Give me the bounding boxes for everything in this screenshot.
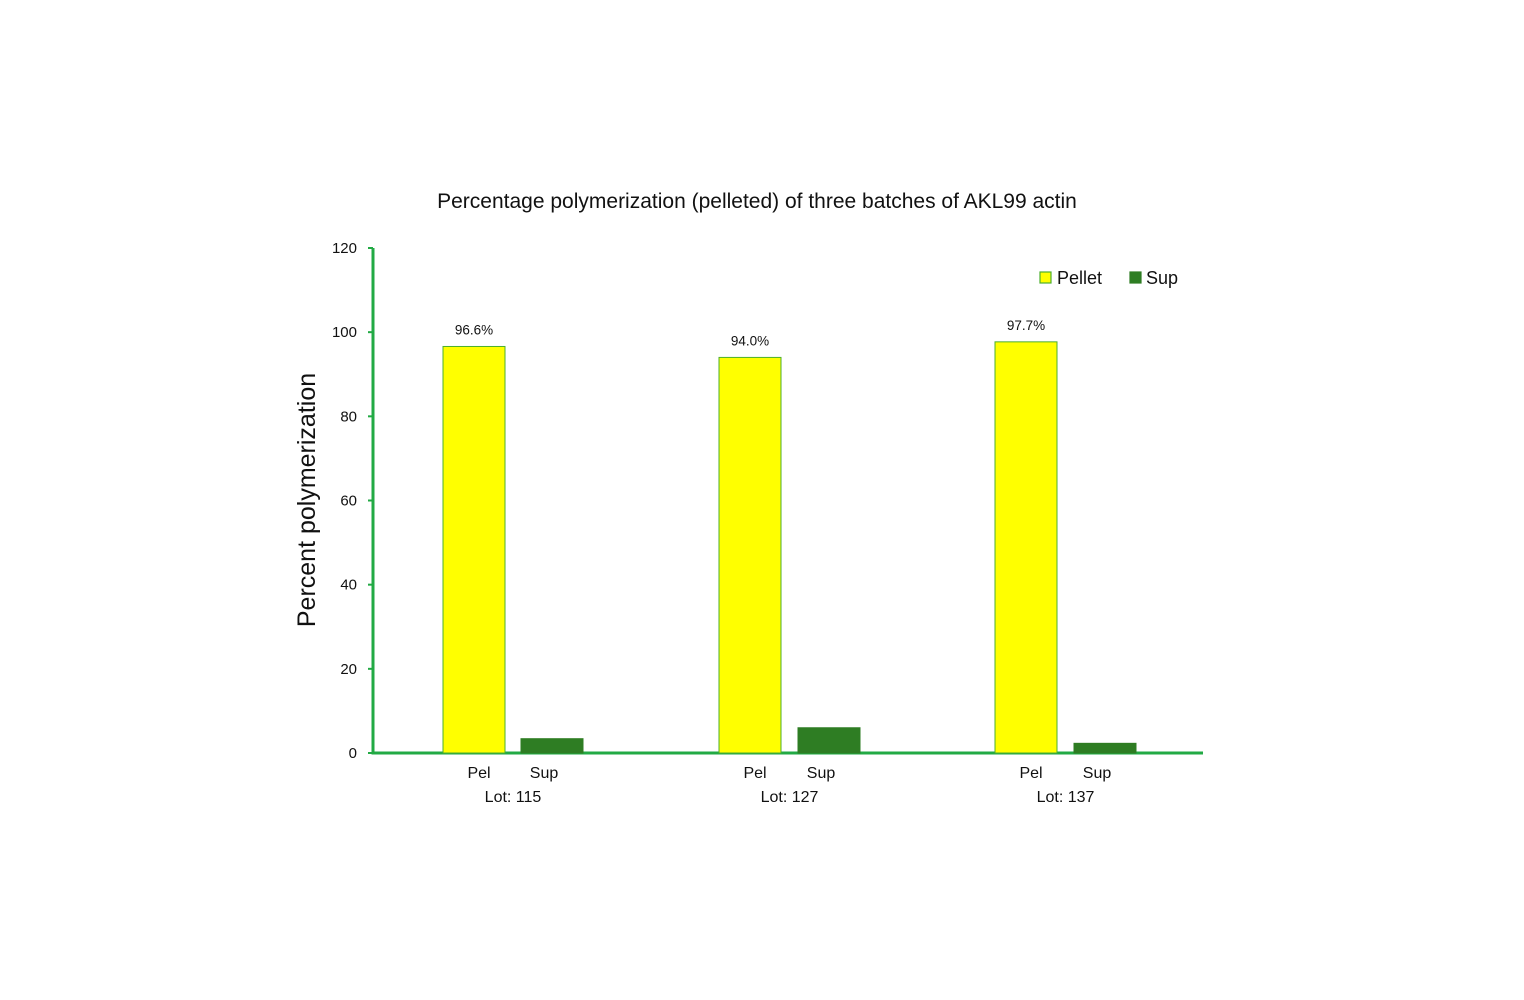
x-group-label: Lot: 115 [485,789,542,806]
data-label-pellet: 94.0% [731,333,769,348]
x-sub-label-sup: Sup [807,765,836,782]
legend-label: Pellet [1057,268,1102,288]
x-sub-label-pel: Pel [743,765,766,782]
x-sub-label-sup: Sup [1083,765,1112,782]
x-group-label: Lot: 127 [761,789,819,806]
legend: Pellet Sup [1039,268,1178,288]
bar-sup [797,727,861,754]
legend-swatch [1039,271,1052,284]
labels: 96.6% Pel Sup Lot: 115 94.0% Pel Sup Lot: 127 97… [455,318,1111,806]
x-sub-label-pel: Pel [467,765,490,782]
y-tick-label: 20 [340,661,357,678]
x-sub-label-sup: Sup [530,765,559,782]
data-label-pellet: 97.7% [1007,318,1045,333]
y-tick-label: 120 [332,240,357,257]
axes: 0 20 40 60 80 100 120 [332,240,1203,762]
y-tick-label: 0 [349,745,357,762]
y-tick-label: 100 [332,324,357,341]
legend-swatch [1129,271,1142,284]
y-tick-label: 60 [340,493,357,510]
y-axis-label: Percent polymerization [293,373,321,627]
bars [442,341,1137,754]
bar-sup [520,738,584,754]
legend-label: Sup [1146,268,1178,288]
bar-pellet [442,345,506,754]
chart-title: Percentage polymerization (pelleted) of … [437,190,1077,213]
y-tick-label: 80 [340,408,357,425]
bar-pellet [718,356,782,754]
x-group-label: Lot: 137 [1037,789,1095,806]
y-tick-label: 40 [340,577,357,594]
data-label-pellet: 96.6% [455,322,493,337]
x-sub-label-pel: Pel [1019,765,1042,782]
bar-pellet [994,341,1058,754]
bar-sup [1073,742,1137,754]
